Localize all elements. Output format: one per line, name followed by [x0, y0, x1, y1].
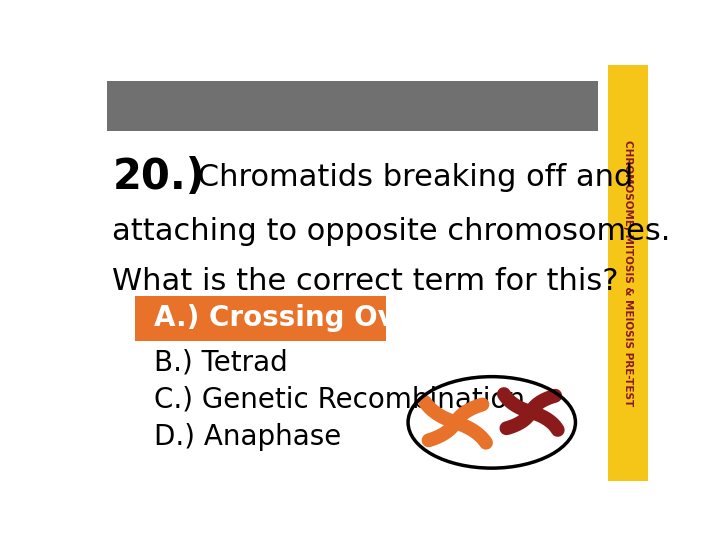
Text: D.) Anaphase: D.) Anaphase [154, 423, 341, 451]
Text: What is the correct term for this?: What is the correct term for this? [112, 267, 618, 295]
Text: 20.): 20.) [112, 156, 205, 198]
FancyBboxPatch shape [135, 295, 386, 341]
Text: attaching to opposite chromosomes.: attaching to opposite chromosomes. [112, 217, 671, 246]
FancyBboxPatch shape [107, 82, 598, 131]
Text: Chromatids breaking off and: Chromatids breaking off and [188, 163, 633, 192]
Text: B.) Tetrad: B.) Tetrad [154, 348, 288, 376]
Text: A.) Crossing Over: A.) Crossing Over [154, 305, 428, 333]
Text: CHROMOSOME, MITOSIS & MEIOSIS PRE-TEST: CHROMOSOME, MITOSIS & MEIOSIS PRE-TEST [623, 139, 633, 406]
FancyBboxPatch shape [608, 65, 648, 481]
Text: C.) Genetic Recombination: C.) Genetic Recombination [154, 386, 525, 414]
